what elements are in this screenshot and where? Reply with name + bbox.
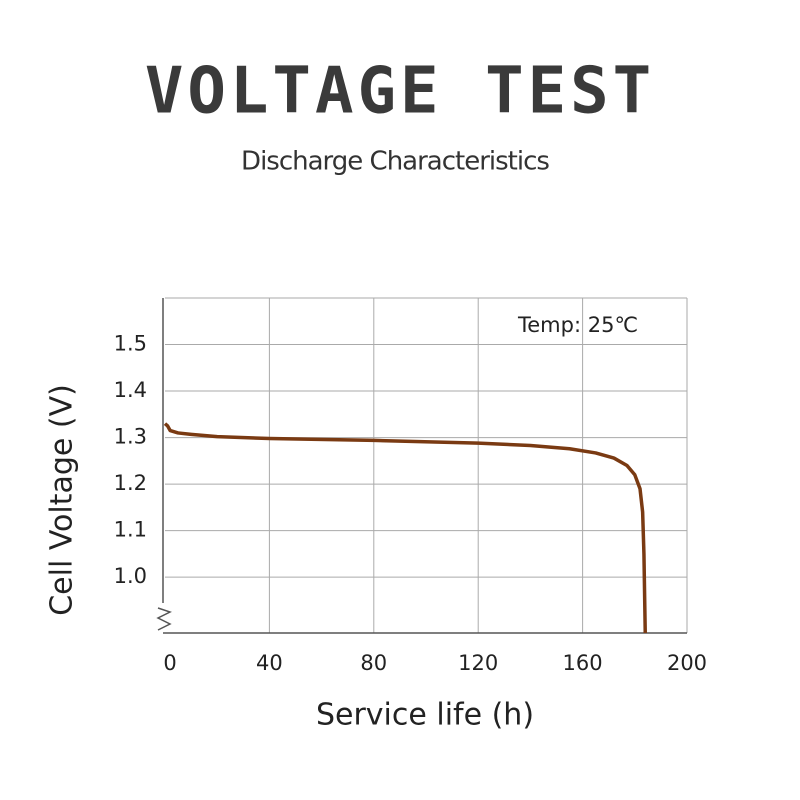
x-tick-label: 0 (163, 651, 176, 675)
y-tick-label: 1.1 (114, 518, 147, 542)
x-tick-label: 80 (360, 651, 387, 675)
y-tick-label: 1.3 (114, 425, 147, 449)
x-tick-label: 40 (256, 651, 283, 675)
annotation: Temp: 25℃ (517, 313, 638, 337)
x-tick-label: 120 (458, 651, 498, 675)
y-axis-label: Cell Voltage (V) (45, 384, 80, 616)
x-tick-label: 200 (667, 651, 707, 675)
chart-title: VOLTAGE TEST (145, 55, 655, 129)
axis-break (156, 607, 172, 631)
y-tick-label: 1.0 (114, 564, 147, 588)
x-tick-label: 160 (563, 651, 603, 675)
y-tick-label: 1.4 (114, 378, 147, 402)
chart-subtitle: Discharge Characteristics (241, 147, 549, 177)
data-line (163, 422, 647, 634)
x-axis-label: Service life (h) (316, 698, 534, 733)
y-tick-label: 1.2 (114, 471, 147, 495)
y-tick-label: 1.5 (114, 332, 147, 356)
